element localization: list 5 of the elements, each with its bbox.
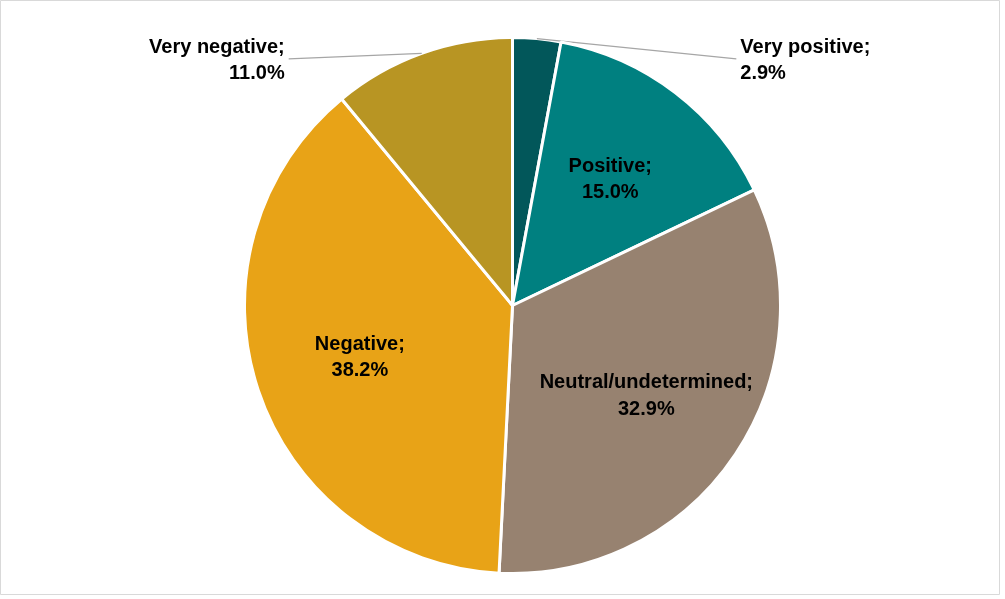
slice-label: Neutral/undetermined; 32.9% (539, 370, 754, 419)
slice-label: Very positive; 2.9% (740, 34, 871, 84)
slice-label: Negative; 38.2% (314, 331, 405, 381)
slice-label: Very negative; 11.0% (149, 34, 285, 84)
slice-label: Positive; 15.0% (568, 153, 652, 203)
